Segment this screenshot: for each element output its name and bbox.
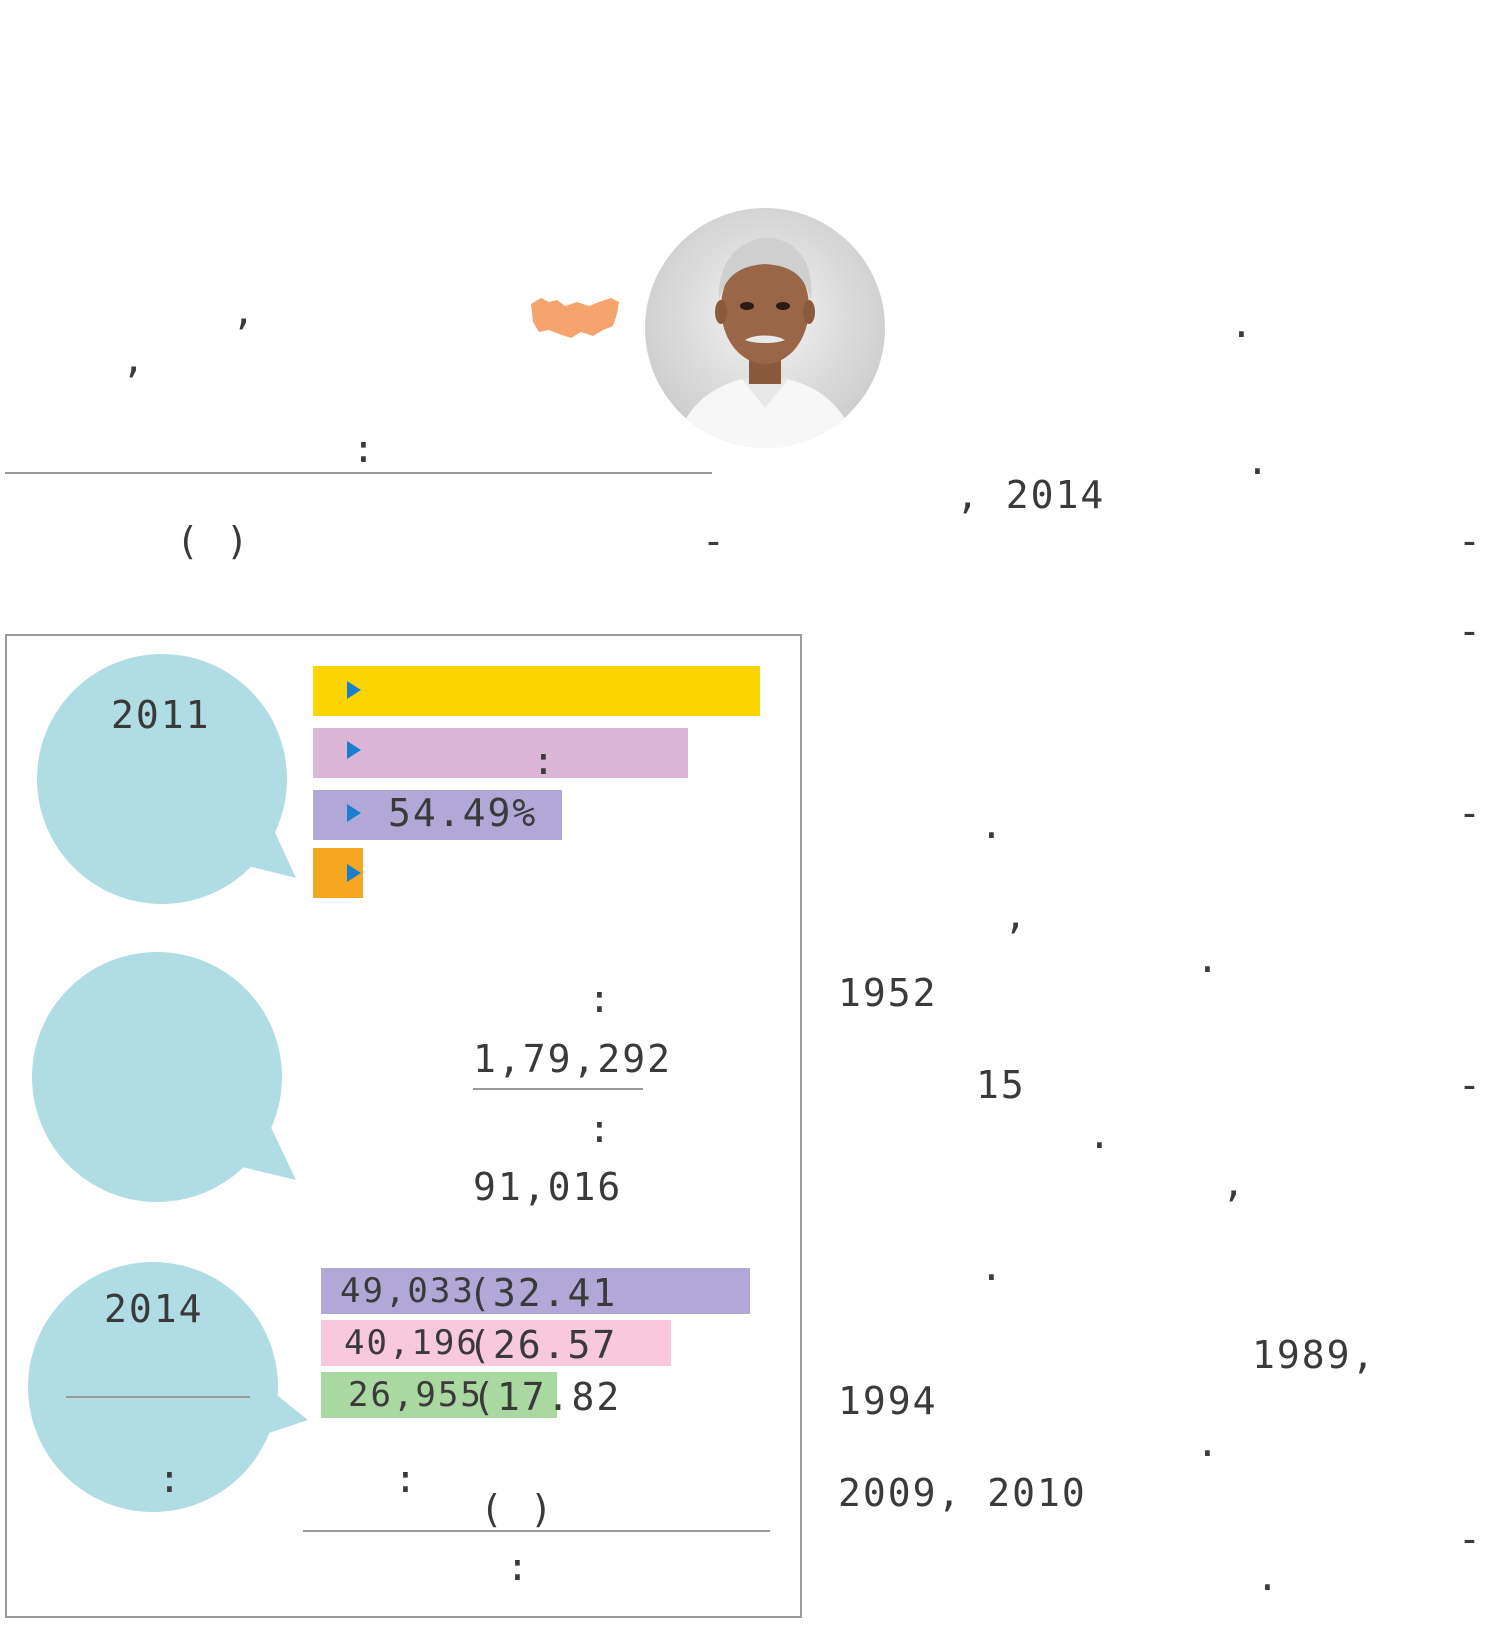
constituency-info-box xyxy=(5,634,802,1618)
voters-other: 91,016 xyxy=(473,1165,623,1209)
census-bar-1-arrow-icon xyxy=(347,681,361,699)
politician-portrait xyxy=(645,208,885,448)
result-2-votes: 40,196 xyxy=(344,1323,479,1363)
election-year: 2014 xyxy=(104,1287,204,1331)
right-dot-5: . xyxy=(1088,1113,1113,1157)
election-bubble-colon: : xyxy=(158,1457,183,1501)
voters-total: 1,79,292 xyxy=(473,1037,673,1081)
right-dot-3: . xyxy=(980,803,1005,847)
right-dot-7: . xyxy=(1196,1421,1221,1465)
right-dash-5: - xyxy=(1458,1517,1483,1561)
right-dash-1: - xyxy=(1458,519,1483,563)
header-parens: ( ) xyxy=(176,519,251,563)
header-colon: : xyxy=(352,427,377,471)
census-year: 2011 xyxy=(111,693,211,737)
result-3-votes: 26,955 xyxy=(348,1375,483,1415)
right-comma-4: , xyxy=(1222,1161,1247,1205)
header-dash: - xyxy=(702,519,727,563)
election-bubble-rule xyxy=(66,1396,250,1398)
right-year-1952: 1952 xyxy=(838,971,938,1015)
right-comma-3: , xyxy=(1004,893,1029,937)
census-bar-4-arrow-icon xyxy=(347,864,361,882)
right-date-text: , 2014 xyxy=(956,473,1106,517)
voters-colon-1: : xyxy=(588,977,613,1021)
results-parens: ( ) xyxy=(480,1487,555,1531)
right-dash-4: - xyxy=(1458,1063,1483,1107)
result-2-pct: (26.57 xyxy=(468,1323,618,1367)
result-bar-3 xyxy=(321,1372,557,1418)
right-dot-8: . xyxy=(1256,1555,1281,1599)
right-years-2009-2010: 2009, 2010 xyxy=(838,1471,1087,1515)
election-bubble-tail xyxy=(248,1380,308,1440)
state-map-icon xyxy=(531,298,619,338)
right-year-1994: 1994 xyxy=(838,1379,938,1423)
results-colon-bottom: : xyxy=(506,1545,531,1589)
result-bar-2 xyxy=(321,1320,671,1366)
census-bubble-tail xyxy=(240,800,296,878)
right-dash-3: - xyxy=(1458,791,1483,835)
census-bar-2 xyxy=(313,728,688,778)
right-dot-6: . xyxy=(980,1245,1005,1289)
header-rule xyxy=(5,472,712,474)
result-bar-1 xyxy=(321,1268,750,1314)
right-num-15: 15 xyxy=(976,1063,1026,1107)
result-3-pct: (17.82 xyxy=(472,1375,622,1419)
right-dash-2: - xyxy=(1458,609,1483,653)
election-bubble xyxy=(28,1262,278,1512)
results-rule xyxy=(303,1530,770,1532)
census-bar-2-arrow-icon xyxy=(347,741,361,759)
voters-bubble-tail xyxy=(238,1100,296,1180)
census-bar-3-label: 54.49% xyxy=(388,791,538,835)
voters-colon-2: : xyxy=(588,1107,613,1151)
header-comma-1: , xyxy=(232,289,257,333)
right-dot-2: . xyxy=(1246,439,1271,483)
census-bar-1 xyxy=(313,666,760,716)
header-comma-2: , xyxy=(122,337,147,381)
census-bar-3-arrow-icon xyxy=(347,804,361,822)
right-year-1989: 1989, xyxy=(1252,1333,1377,1377)
voters-rule xyxy=(473,1088,643,1090)
right-dot-4: . xyxy=(1196,937,1221,981)
result-1-pct: (32.41 xyxy=(468,1271,618,1315)
results-colon: : xyxy=(394,1457,419,1501)
right-dot-1: . xyxy=(1230,302,1255,346)
census-bar-2-label: : xyxy=(532,739,557,783)
result-1-votes: 49,033 xyxy=(340,1271,475,1311)
